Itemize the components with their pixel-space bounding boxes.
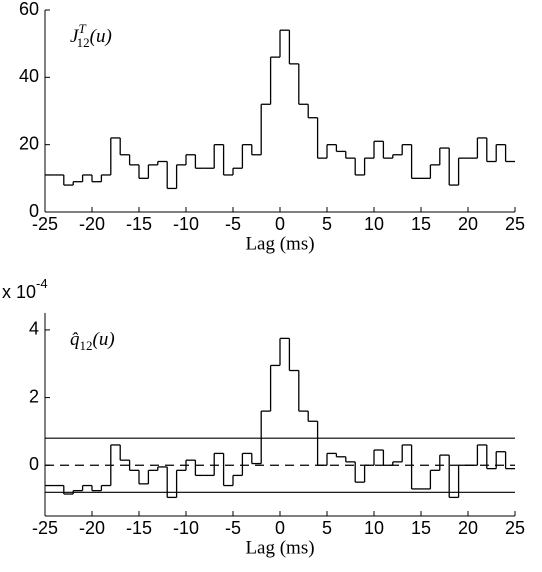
annotation-base: q̂	[70, 329, 80, 350]
annotation-sub: 12	[77, 35, 90, 50]
x-tick-label: 10	[364, 518, 384, 538]
annotation-sup: T	[78, 21, 86, 36]
y-tick-label: 40	[19, 66, 39, 86]
x-tick-label: -15	[126, 214, 152, 234]
annotation: q̂12(u)	[70, 329, 115, 353]
y-tick-label: 2	[29, 386, 39, 406]
annotation-sub: 12	[80, 338, 93, 353]
annotation-arg: (u)	[93, 329, 115, 350]
scale-exp: -4	[36, 276, 48, 291]
x-tick-label: 0	[275, 518, 285, 538]
y-tick-label: 0	[29, 201, 39, 221]
x-tick-label: 5	[322, 214, 332, 234]
x-tick-label: 20	[458, 518, 478, 538]
x-tick-label: 5	[322, 518, 332, 538]
y-tick-label: 0	[29, 454, 39, 474]
x-tick-label: -10	[173, 518, 199, 538]
x-tick-label: -20	[79, 214, 105, 234]
x-tick-label: 0	[275, 214, 285, 234]
scale-label: x 10-4	[2, 276, 48, 301]
y-tick-label: 20	[19, 133, 39, 153]
x-tick-label: -5	[225, 214, 241, 234]
x-tick-label: -20	[79, 518, 105, 538]
scale-base: x 10	[2, 282, 36, 302]
x-axis-label: Lag (ms)	[245, 233, 314, 254]
x-tick-label: 25	[505, 518, 525, 538]
x-tick-label: -25	[32, 214, 58, 234]
x-tick-label: 15	[411, 518, 431, 538]
x-tick-label: -10	[173, 214, 199, 234]
x-tick-label: -25	[32, 518, 58, 538]
x-tick-label: -15	[126, 518, 152, 538]
x-tick-label: 20	[458, 214, 478, 234]
y-tick-label: 60	[19, 0, 39, 19]
annotation-arg: (u)	[90, 26, 112, 47]
x-tick-label: 25	[505, 214, 525, 234]
annotation: JT 12(u)	[70, 21, 112, 50]
y-tick-label: 4	[29, 319, 39, 339]
x-tick-label: -5	[225, 518, 241, 538]
x-tick-label: 10	[364, 214, 384, 234]
x-axis-label: Lag (ms)	[245, 537, 314, 558]
annotation-base: J	[70, 26, 80, 47]
x-tick-label: 15	[411, 214, 431, 234]
